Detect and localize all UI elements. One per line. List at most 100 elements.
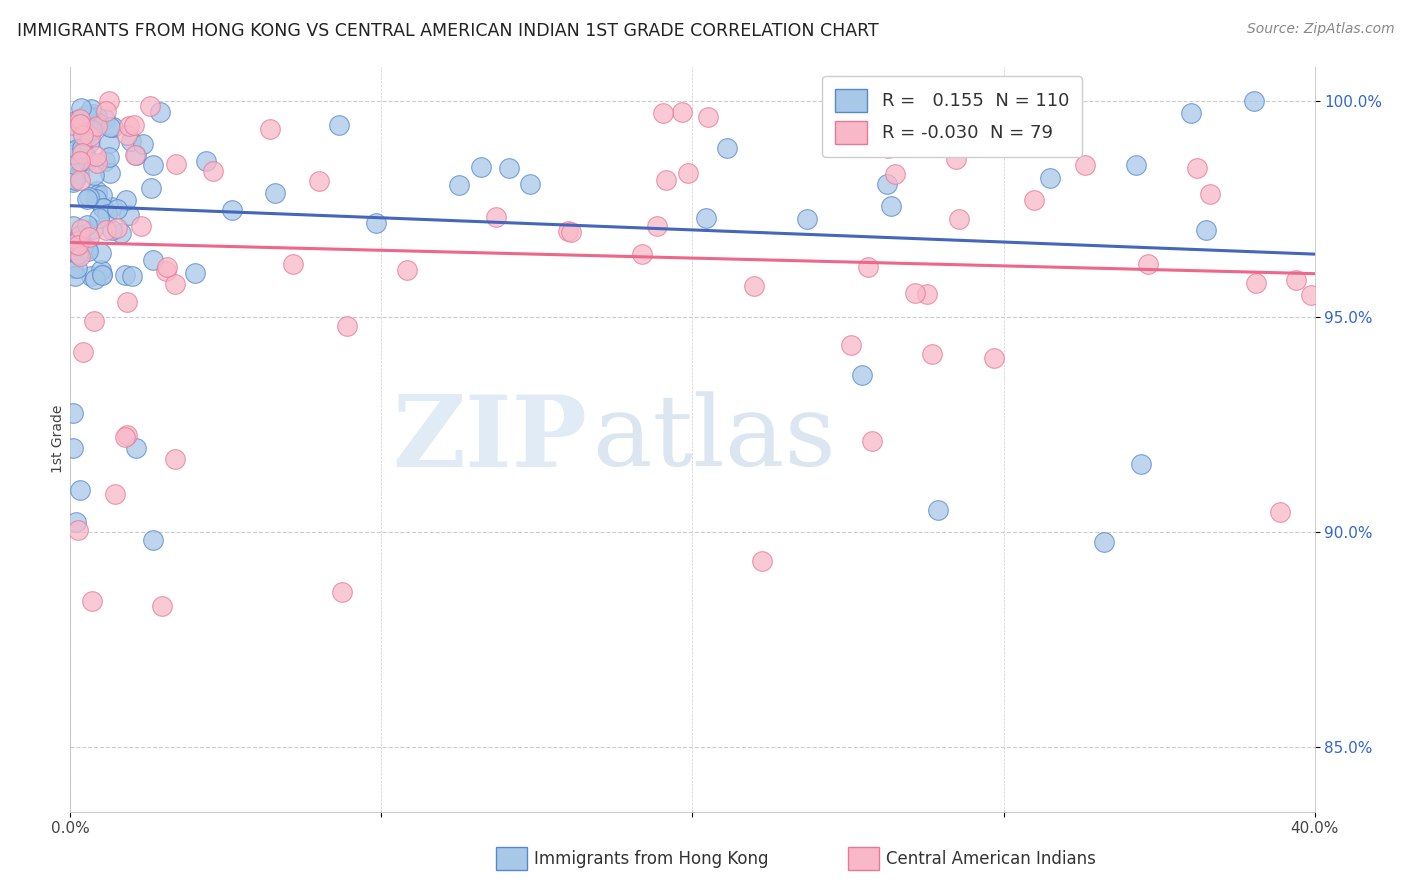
Point [69,483,91,497]
Point [77,136,100,150]
Point [98,150,121,164]
Point [856,260,879,275]
Point [115,128,138,142]
Point [67,238,90,252]
Point [631,246,654,260]
Point [72,119,94,133]
Point [129,219,152,233]
Point [165,451,187,466]
Point [101,120,124,134]
Point [183,266,207,280]
Text: IMMIGRANTS FROM HONG KONG VS CENTRAL AMERICAN INDIAN 1ST GRADE CORRELATION CHART: IMMIGRANTS FROM HONG KONG VS CENTRAL AME… [17,22,879,40]
Point [76,242,98,256]
Point [82,222,104,236]
Point [84,192,107,206]
Point [84,149,107,163]
Point [86,184,108,198]
Point [1125,158,1147,172]
Point [70,101,93,115]
Point [945,153,967,167]
Point [69,227,91,242]
Text: Source: ZipAtlas.com: Source: ZipAtlas.com [1247,22,1395,37]
Point [79,229,101,244]
Point [86,156,108,170]
Text: Immigrants from Hong Kong: Immigrants from Hong Kong [534,849,769,868]
Point [76,153,98,168]
Point [63,269,86,284]
Point [66,247,89,261]
Point [110,226,132,240]
Point [65,118,87,132]
Point [860,434,883,449]
Point [696,110,718,124]
Point [76,219,98,233]
Point [876,141,898,155]
Point [927,503,949,517]
Point [1022,193,1045,207]
Point [149,105,172,120]
Point [93,154,115,169]
Point [125,148,148,162]
Point [100,200,122,214]
Point [86,110,108,124]
Point [498,161,520,175]
Point [876,177,898,191]
Point [70,138,93,153]
Point [1074,158,1097,172]
Point [75,125,97,139]
Point [63,157,86,171]
Point [485,211,508,225]
Point [120,134,142,148]
Point [221,203,243,218]
Point [98,120,121,134]
Point [1301,287,1323,301]
Point [83,168,105,182]
Point [903,286,925,301]
Point [121,268,143,283]
Point [308,174,330,188]
Point [79,129,101,144]
Point [86,187,108,202]
Point [139,99,162,113]
Point [98,136,121,150]
Point [63,244,86,259]
Point [66,234,89,248]
Point [751,554,773,568]
Point [671,105,693,120]
Point [90,267,112,281]
Point [62,175,84,189]
Point [65,238,87,252]
Point [366,216,388,230]
Point [80,102,103,116]
Point [1129,457,1152,471]
Point [142,253,165,268]
Point [80,123,103,137]
Point [73,147,96,161]
Point [103,487,125,501]
Point [82,107,104,121]
Point [141,181,163,195]
Point [89,211,111,225]
Point [948,211,970,226]
Y-axis label: 1st Grade: 1st Grade [51,405,65,474]
Point [742,279,765,293]
Point [655,173,678,187]
Point [142,533,165,547]
Point [195,154,218,169]
Point [1244,276,1267,290]
Point [66,260,89,275]
Point [66,142,89,156]
Point [62,441,84,455]
Point [1270,505,1292,519]
Point [125,441,148,455]
Point [83,314,105,328]
Point [155,264,177,278]
Point [117,208,139,222]
Point [75,153,97,167]
Point [93,112,115,127]
Point [519,177,541,191]
Point [96,103,118,118]
Point [124,147,146,161]
Point [86,119,108,133]
Text: ZIP: ZIP [392,391,586,488]
